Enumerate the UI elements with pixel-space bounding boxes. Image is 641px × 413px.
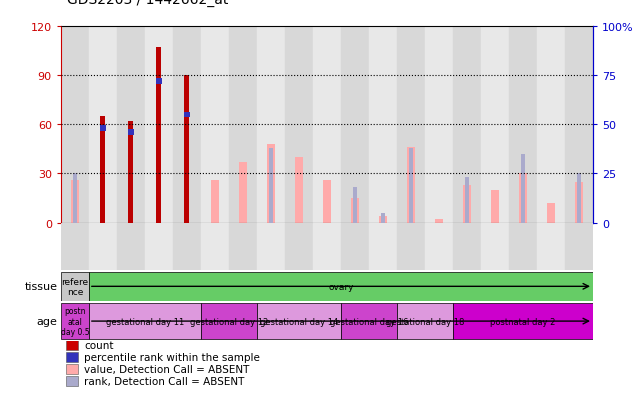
Bar	[453, 304, 593, 339]
Bar	[369, 223, 397, 271]
Bar	[295, 158, 303, 223]
Bar	[238, 163, 247, 223]
Text: gestational day 12: gestational day 12	[190, 317, 268, 326]
Bar	[128, 122, 133, 223]
Bar	[66, 376, 78, 386]
Bar	[453, 223, 481, 271]
Text: age: age	[37, 316, 58, 326]
Bar	[519, 174, 527, 223]
Text: GDS2203 / 1442662_at: GDS2203 / 1442662_at	[67, 0, 229, 7]
Bar	[565, 27, 593, 223]
Text: postnatal day 2: postnatal day 2	[490, 317, 556, 326]
Text: ovary: ovary	[328, 282, 354, 291]
Bar	[89, 304, 201, 339]
Bar	[407, 148, 415, 223]
Bar	[577, 174, 581, 223]
Bar	[61, 272, 89, 301]
Bar	[537, 27, 565, 223]
Bar	[341, 27, 369, 223]
Text: tissue: tissue	[25, 282, 58, 292]
Bar	[509, 223, 537, 271]
Bar	[66, 364, 78, 374]
Bar	[211, 180, 219, 223]
Bar	[173, 27, 201, 223]
Text: gestational day 18: gestational day 18	[386, 317, 464, 326]
Bar	[521, 154, 525, 223]
Bar	[481, 27, 509, 223]
Bar	[341, 223, 369, 271]
Bar	[117, 223, 145, 271]
Bar	[397, 27, 425, 223]
Bar	[575, 182, 583, 223]
Bar	[341, 304, 397, 339]
Bar	[229, 223, 257, 271]
Bar	[463, 185, 471, 223]
Bar	[322, 180, 331, 223]
Bar	[313, 223, 341, 271]
Bar	[184, 112, 190, 118]
Bar	[61, 304, 89, 339]
Bar	[425, 223, 453, 271]
Bar	[565, 223, 593, 271]
Bar	[66, 352, 78, 363]
Bar	[71, 180, 79, 223]
Bar	[397, 223, 425, 271]
Bar	[481, 223, 509, 271]
Bar	[61, 27, 89, 223]
Bar	[201, 27, 229, 223]
Bar	[201, 223, 229, 271]
Bar	[156, 48, 162, 223]
Bar	[66, 340, 78, 351]
Bar	[185, 76, 190, 223]
Bar	[229, 27, 257, 223]
Bar	[61, 223, 89, 271]
Bar	[117, 27, 145, 223]
Text: gestational day 16: gestational day 16	[329, 317, 408, 326]
Bar	[156, 79, 162, 85]
Bar	[537, 223, 565, 271]
Bar	[369, 27, 397, 223]
Bar	[73, 174, 77, 223]
Bar	[269, 148, 273, 223]
Bar	[89, 27, 117, 223]
Bar	[128, 130, 134, 135]
Bar	[101, 117, 105, 223]
Bar	[257, 27, 285, 223]
Bar	[173, 223, 201, 271]
Bar	[285, 27, 313, 223]
Bar	[257, 223, 285, 271]
Bar	[435, 220, 443, 223]
Text: value, Detection Call = ABSENT: value, Detection Call = ABSENT	[85, 364, 250, 374]
Text: postn
atal
day 0.5: postn atal day 0.5	[61, 306, 89, 336]
Bar	[381, 213, 385, 223]
Text: gestational day 11: gestational day 11	[106, 317, 184, 326]
Bar	[425, 27, 453, 223]
Bar	[267, 145, 275, 223]
Bar	[257, 304, 341, 339]
Bar	[89, 223, 117, 271]
Bar	[409, 148, 413, 223]
Bar	[201, 304, 257, 339]
Bar	[100, 126, 106, 132]
Text: rank, Detection Call = ABSENT: rank, Detection Call = ABSENT	[85, 376, 245, 386]
Text: gestational day 14: gestational day 14	[260, 317, 338, 326]
Bar	[547, 203, 555, 223]
Bar	[453, 27, 481, 223]
Text: count: count	[85, 340, 114, 350]
Bar	[397, 304, 453, 339]
Text: percentile rank within the sample: percentile rank within the sample	[85, 352, 260, 362]
Bar	[353, 188, 357, 223]
Bar	[145, 223, 173, 271]
Bar	[285, 223, 313, 271]
Bar	[491, 190, 499, 223]
Bar	[509, 27, 537, 223]
Bar	[145, 27, 173, 223]
Bar	[313, 27, 341, 223]
Bar	[465, 178, 469, 223]
Bar	[351, 199, 359, 223]
Bar	[379, 216, 387, 223]
Text: refere
nce: refere nce	[62, 277, 88, 296]
